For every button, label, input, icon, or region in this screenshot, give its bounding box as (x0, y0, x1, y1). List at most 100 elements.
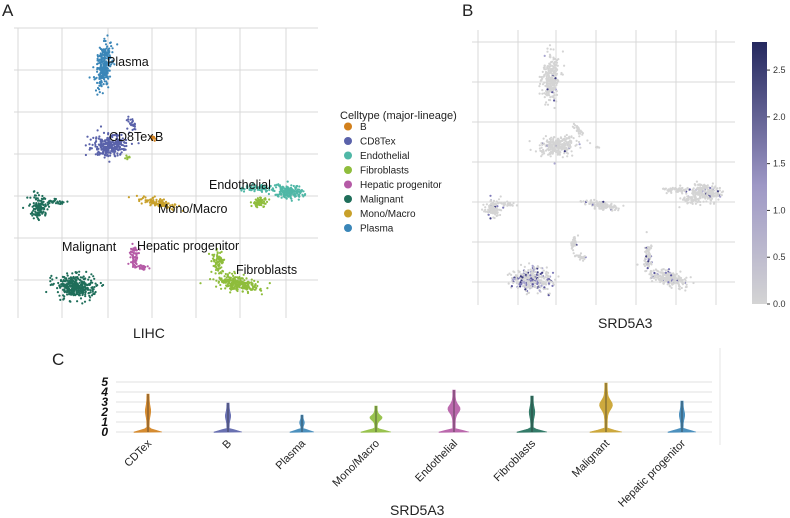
umap-point-plasma (104, 66, 107, 69)
umap-expression-point (570, 150, 573, 153)
umap-expression-point (531, 283, 534, 286)
umap-point-cd8tex (104, 152, 108, 155)
umap-point-mono-macro (155, 198, 158, 201)
umap-point-cd8tex (130, 123, 133, 127)
umap-expression-point (601, 205, 604, 208)
umap-point-plasma (110, 45, 113, 48)
cluster-label-b: B (155, 130, 163, 144)
umap-point-malignant (82, 291, 85, 294)
umap-expression-point (540, 284, 543, 287)
umap-point-malignant (44, 211, 47, 214)
umap-expression-point (718, 189, 721, 192)
umap-point-malignant (26, 196, 29, 199)
umap-point-mono-macro (144, 201, 147, 204)
umap-point-malignant (62, 298, 65, 301)
umap-expression-point (560, 147, 564, 150)
umap-expression-point (540, 146, 543, 149)
umap-point-fibroblasts (256, 202, 259, 205)
umap-point-endothelial (253, 190, 256, 193)
umap-point-mono-macro (140, 202, 143, 205)
umap-expression-point (531, 278, 534, 281)
umap-point-malignant (35, 206, 38, 210)
umap-expression-point (716, 190, 720, 193)
umap-point-cd8tex (116, 154, 119, 157)
umap-point-hepatic-progenitor (136, 252, 139, 255)
umap-point-plasma (107, 64, 110, 67)
umap-point-fibroblasts (211, 253, 214, 256)
umap-point-malignant (78, 281, 81, 284)
umap-point-fibroblasts (249, 201, 252, 204)
umap-point-malignant (46, 203, 50, 206)
umap-expression-point (517, 269, 520, 272)
cluster-label-endothelial: Endothelial (209, 178, 271, 192)
umap-expression-point (697, 199, 700, 202)
umap-expression-point (669, 285, 672, 288)
umap-point-malignant (89, 289, 92, 292)
cluster-label-malignant: Malignant (62, 240, 117, 254)
umap-point-fibroblasts (218, 276, 221, 279)
umap-point-endothelial (290, 199, 293, 202)
umap-expression-point (563, 152, 566, 155)
umap-point-malignant (75, 284, 78, 287)
umap-expression-point (698, 187, 701, 190)
umap-point-malignant (35, 202, 38, 205)
umap-expression-point (548, 71, 551, 74)
umap-expression-point (542, 150, 545, 153)
umap-point-endothelial (293, 192, 296, 195)
colorbar-tick-label: 0.0 (773, 299, 786, 309)
umap-point-fibroblasts (221, 258, 224, 262)
umap-expression-point (531, 264, 534, 267)
umap-expression-point (572, 252, 575, 255)
umap-expression-point (561, 50, 565, 53)
umap-point-endothelial (258, 188, 261, 191)
umap-point-plasma (100, 85, 103, 88)
umap-expression-point (583, 255, 586, 258)
umap-point-malignant (69, 280, 72, 283)
umap-expression-point (487, 209, 490, 212)
umap-expression-point (534, 274, 537, 277)
umap-point-hepatic-progenitor (134, 252, 137, 255)
umap-point-cd8tex (115, 147, 118, 151)
umap-point-hepatic-progenitor (131, 248, 134, 251)
umap-expression-point (547, 271, 550, 274)
umap-expression-point (555, 100, 558, 103)
umap-point-endothelial (288, 193, 291, 196)
umap-point-cd8tex (109, 154, 112, 157)
umap-point-endothelial (262, 186, 265, 189)
umap-point-fibroblasts (243, 279, 246, 282)
umap-point-fibroblasts (264, 197, 267, 200)
umap-expression-point (563, 147, 566, 151)
umap-point-plasma (102, 83, 105, 86)
umap-expression-point (679, 277, 682, 280)
umap-expression-point (578, 135, 581, 138)
umap-point-fibroblasts (216, 268, 220, 271)
umap-expression-point (577, 132, 581, 135)
umap-point-cd8tex (104, 149, 107, 152)
umap-point-fibroblasts (241, 290, 244, 293)
umap-point-malignant (64, 277, 67, 280)
umap-point-endothelial (240, 189, 243, 192)
umap-point-malignant (101, 284, 104, 287)
legend-label-plasma: Plasma (360, 224, 394, 235)
umap-expression-point (551, 141, 554, 144)
umap-expression-point (683, 281, 686, 284)
umap-expression-point (548, 282, 551, 285)
umap-point-fibroblasts (254, 203, 257, 206)
umap-point-fibroblasts (235, 288, 238, 291)
umap-expression-point (542, 137, 545, 140)
umap-expression-point (679, 197, 682, 200)
umap-point-plasma (96, 55, 100, 58)
umap-point-malignant (74, 281, 78, 284)
umap-point-plasma (108, 55, 111, 58)
umap-point-cd8tex (127, 115, 130, 118)
umap-expression-point (507, 282, 510, 285)
umap-expression-point (647, 265, 650, 268)
umap-expression-point (551, 143, 554, 146)
umap-expression-point (703, 189, 706, 192)
umap-point-cd8tex (108, 141, 111, 144)
umap-expression-point (572, 137, 575, 140)
umap-expression-point (511, 204, 514, 207)
umap-point-plasma (99, 68, 103, 71)
umap-expression-point (558, 143, 561, 146)
